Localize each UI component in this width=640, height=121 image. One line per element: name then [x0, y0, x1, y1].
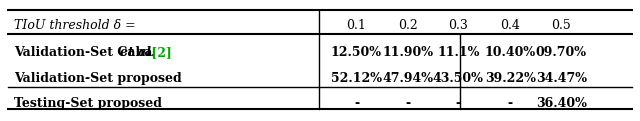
- Text: 0.2: 0.2: [398, 19, 417, 32]
- Text: et al.: et al.: [120, 46, 156, 59]
- Text: -: -: [456, 97, 461, 110]
- Text: 0.3: 0.3: [448, 19, 468, 32]
- Text: 11.1%: 11.1%: [437, 46, 479, 59]
- Text: -: -: [354, 97, 359, 110]
- Text: TIoU threshold δ =: TIoU threshold δ =: [14, 19, 136, 32]
- Text: Validation-Set Caba: Validation-Set Caba: [14, 46, 157, 59]
- Text: 36.40%: 36.40%: [536, 97, 587, 110]
- Text: 09.70%: 09.70%: [536, 46, 587, 59]
- Text: 0.1: 0.1: [346, 19, 367, 32]
- Text: 12.50%: 12.50%: [331, 46, 382, 59]
- Text: Validation-Set proposed: Validation-Set proposed: [14, 72, 182, 85]
- Text: -: -: [405, 97, 410, 110]
- Text: 34.47%: 34.47%: [536, 72, 587, 85]
- Text: 0.4: 0.4: [500, 19, 520, 32]
- Text: 39.22%: 39.22%: [484, 72, 536, 85]
- Text: 0.5: 0.5: [552, 19, 571, 32]
- Text: 10.40%: 10.40%: [484, 46, 536, 59]
- Text: 43.50%: 43.50%: [433, 72, 484, 85]
- Text: [2]: [2]: [147, 46, 172, 59]
- Text: -: -: [508, 97, 513, 110]
- Text: 52.12%: 52.12%: [331, 72, 382, 85]
- Text: Testing-Set proposed: Testing-Set proposed: [14, 97, 162, 110]
- Text: 47.94%: 47.94%: [382, 72, 433, 85]
- Text: 11.90%: 11.90%: [382, 46, 433, 59]
